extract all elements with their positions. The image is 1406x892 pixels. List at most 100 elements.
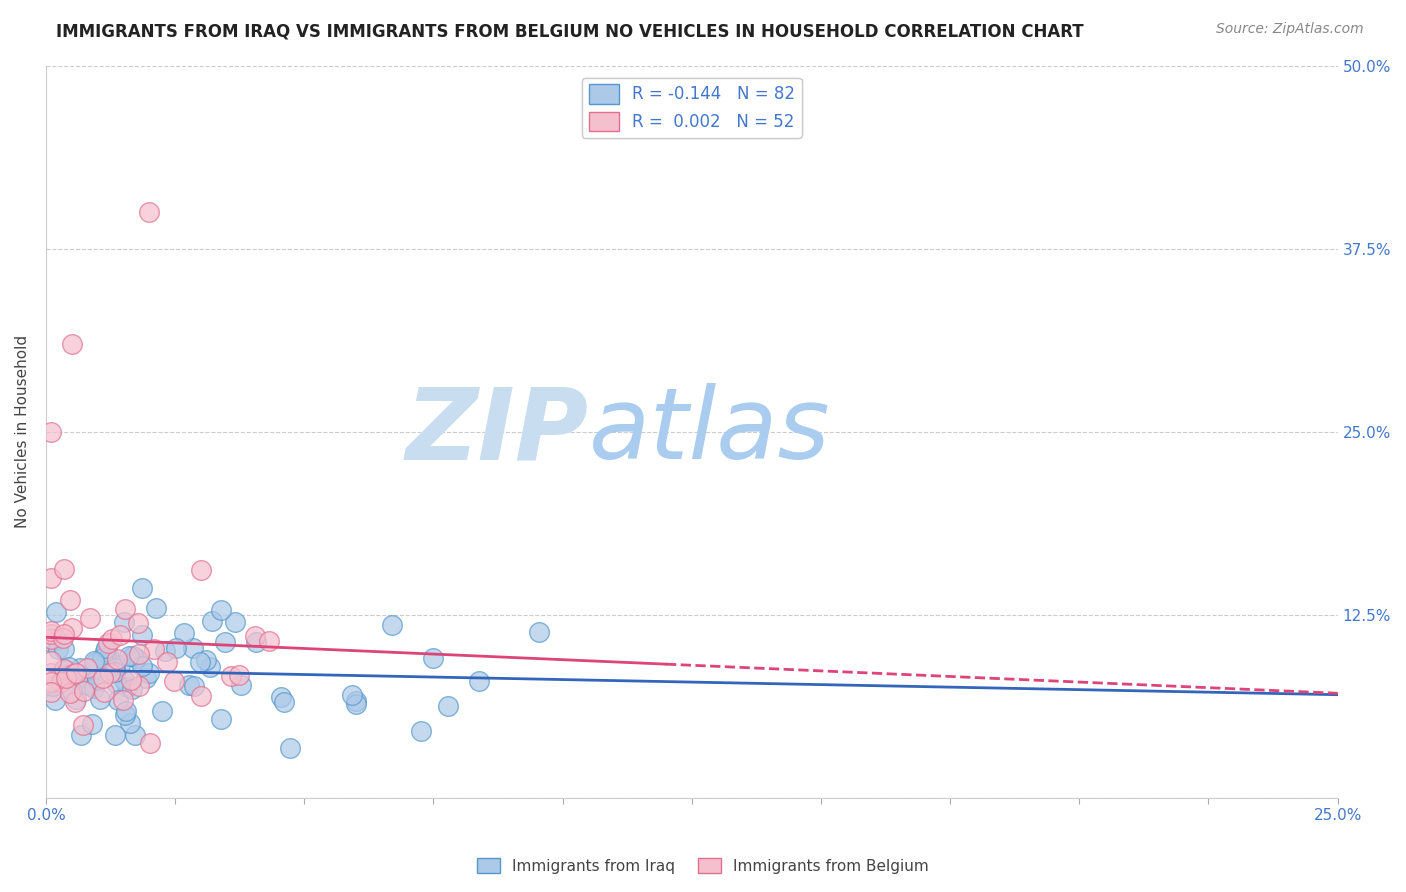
Y-axis label: No Vehicles in Household: No Vehicles in Household xyxy=(15,335,30,528)
Point xyxy=(52,632,75,646)
Point xyxy=(209,712,232,726)
Point xyxy=(219,669,242,683)
Point xyxy=(62,621,84,635)
Point xyxy=(243,629,266,643)
Point xyxy=(127,616,149,631)
Point xyxy=(98,665,121,680)
Point xyxy=(131,658,153,673)
Point xyxy=(79,668,101,682)
Point xyxy=(188,656,211,670)
Point xyxy=(97,647,120,661)
Point xyxy=(39,635,62,649)
Point xyxy=(39,624,62,638)
Point xyxy=(59,686,82,700)
Point xyxy=(468,674,491,689)
Point xyxy=(60,337,83,351)
Point xyxy=(53,662,76,676)
Point xyxy=(209,602,232,616)
Point xyxy=(422,651,444,665)
Point xyxy=(69,728,91,742)
Point xyxy=(142,642,165,657)
Point xyxy=(194,653,217,667)
Point xyxy=(39,674,62,689)
Point xyxy=(39,685,62,699)
Point xyxy=(76,661,98,675)
Point xyxy=(53,662,76,676)
Point xyxy=(83,654,105,668)
Point xyxy=(73,683,96,698)
Point xyxy=(105,676,128,690)
Point xyxy=(122,649,145,664)
Point xyxy=(150,704,173,718)
Point xyxy=(65,665,87,680)
Point xyxy=(231,678,253,692)
Point xyxy=(128,679,150,693)
Point xyxy=(228,668,250,682)
Point xyxy=(97,636,120,650)
Point xyxy=(52,561,75,575)
Point xyxy=(155,656,177,670)
Point xyxy=(83,681,105,695)
Point xyxy=(245,635,267,649)
Point xyxy=(39,631,62,645)
Point xyxy=(118,715,141,730)
Point xyxy=(340,688,363,702)
Point xyxy=(69,661,91,675)
Point xyxy=(163,674,186,689)
Point xyxy=(117,648,139,663)
Point xyxy=(39,571,62,585)
Point xyxy=(135,671,157,685)
Point xyxy=(201,614,224,628)
Point xyxy=(39,632,62,646)
Point xyxy=(214,635,236,649)
Point xyxy=(270,690,292,704)
Point xyxy=(82,717,104,731)
Point xyxy=(112,673,135,687)
Point xyxy=(75,668,97,682)
Point xyxy=(117,680,139,694)
Point xyxy=(110,658,132,673)
Point xyxy=(39,655,62,669)
Point xyxy=(39,425,62,439)
Point xyxy=(104,728,127,742)
Point xyxy=(108,628,131,642)
Point xyxy=(53,627,76,641)
Point xyxy=(58,659,80,673)
Point xyxy=(39,666,62,681)
Point xyxy=(190,563,212,577)
Point xyxy=(344,694,367,708)
Point xyxy=(53,641,76,656)
Point xyxy=(138,666,160,681)
Point xyxy=(128,648,150,662)
Point xyxy=(93,685,115,699)
Point xyxy=(62,666,84,681)
Point xyxy=(190,690,212,704)
Point xyxy=(278,741,301,756)
Point xyxy=(121,681,143,696)
Point xyxy=(112,615,135,629)
Point xyxy=(59,592,82,607)
Point xyxy=(91,650,114,665)
Point xyxy=(139,736,162,750)
Point xyxy=(60,684,83,698)
Point xyxy=(104,661,127,675)
Legend: Immigrants from Iraq, Immigrants from Belgium: Immigrants from Iraq, Immigrants from Be… xyxy=(471,852,935,880)
Point xyxy=(125,651,148,665)
Point xyxy=(181,641,204,656)
Point xyxy=(76,678,98,692)
Point xyxy=(198,659,221,673)
Point xyxy=(86,672,108,686)
Text: IMMIGRANTS FROM IRAQ VS IMMIGRANTS FROM BELGIUM NO VEHICLES IN HOUSEHOLD CORRELA: IMMIGRANTS FROM IRAQ VS IMMIGRANTS FROM … xyxy=(56,22,1084,40)
Point xyxy=(93,671,115,685)
Point xyxy=(89,691,111,706)
Point xyxy=(65,692,87,706)
Point xyxy=(273,695,295,709)
Point xyxy=(381,618,404,632)
Point xyxy=(48,641,70,656)
Point xyxy=(66,672,89,686)
Point xyxy=(153,644,176,658)
Point xyxy=(94,640,117,655)
Point xyxy=(138,205,160,219)
Point xyxy=(527,625,550,640)
Point xyxy=(177,678,200,692)
